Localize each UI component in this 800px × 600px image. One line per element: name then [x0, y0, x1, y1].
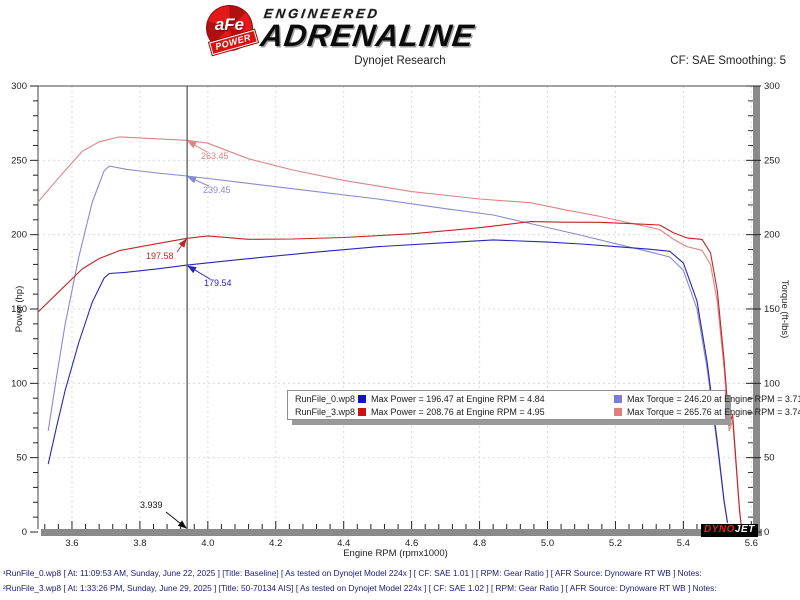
run-info-line: ¹RunFile_0.wp8 [ At: 11:09:53 AM, Sunday…: [3, 568, 702, 578]
runfile-3-wp8-power-curve: [37, 221, 742, 525]
power-tick-label: 250: [11, 155, 27, 166]
run-info-footer: ¹RunFile_0.wp8 [ At: 11:09:53 AM, Sunday…: [3, 566, 717, 596]
power-tick-label: 300: [11, 81, 27, 92]
cursor-value-power-run3: 197.58: [146, 251, 174, 261]
x-axis-title: Engine RPM (rpmx1000): [343, 548, 448, 559]
runfile-0-wp8-torque-curve: [47, 165, 729, 524]
dynojet-watermark: DYNOJET: [701, 524, 758, 537]
cursor-value-power-run0: 179.54: [204, 278, 232, 288]
legend-run-name: RunFile_0.wp8: [295, 393, 356, 404]
torque-axis-title: Torque (ft-lbs): [779, 280, 790, 339]
run-info-line: ²RunFile_3.wp8 [ At: 1:33:26 PM, Sunday,…: [3, 583, 717, 593]
legend-row: RunFile_3.wp8 Max Power = 208.76 at Engi…: [288, 405, 800, 418]
logo-wordmark: ENGINEERED ADRENALINE: [258, 6, 478, 53]
callout-arrow: [187, 176, 210, 187]
x-tick-label: 4.0: [201, 538, 214, 549]
dynojet-jet-text: JET: [734, 524, 755, 535]
torque-swatch-icon: [614, 394, 622, 403]
x-tick-label: 3.8: [133, 538, 146, 549]
power-tick-label: 0: [22, 527, 27, 538]
power-tick-label: 200: [11, 230, 27, 241]
torque-tick-label: 100: [764, 378, 780, 389]
power-tick-label: 100: [11, 378, 27, 389]
legend-max-torque: Max Torque = 265.76 at Engine RPM = 3.74: [627, 406, 800, 417]
x-tick-label: 4.2: [269, 538, 282, 549]
torque-tick-label: 0: [764, 527, 769, 538]
callout-arrow: [176, 238, 187, 253]
power-tick-label: 150: [11, 304, 27, 315]
legend-row: RunFile_0.wp8 Max Power = 196.47 at Engi…: [288, 392, 800, 405]
dynojet-dyno-text: DYNO: [704, 524, 735, 535]
callout-arrow: [187, 140, 208, 153]
x-tick-label: 4.6: [405, 538, 418, 549]
legend-max-torque: Max Torque = 246.20 at Engine RPM = 3.71: [627, 393, 800, 404]
x-axis-band: [41, 529, 762, 536]
afe-power-logo: aFe POWER ENGINEERED ADRENALINE: [204, 4, 478, 56]
callout-arrow: [187, 265, 211, 280]
power-axis-title: Power (hp): [14, 286, 25, 332]
torque-tick-label: 150: [764, 304, 780, 315]
cursor-rpm-label: 3.939: [140, 500, 163, 510]
legend-run-name: RunFile_3.wp8: [295, 406, 356, 417]
cursor-axis-arrow: [165, 511, 187, 529]
power-swatch-icon: [358, 394, 366, 403]
torque-tick-label: 250: [764, 155, 780, 166]
x-tick-label: 4.8: [473, 538, 486, 549]
x-tick-label: 5.0: [541, 538, 554, 549]
x-tick-label: 5.4: [677, 538, 690, 549]
torque-tick-label: 300: [764, 81, 780, 92]
torque-tick-label: 50: [764, 453, 775, 464]
x-tick-label: 4.4: [337, 538, 350, 549]
cursor-value-torque-run3: 263.45: [201, 151, 229, 161]
torque-swatch-icon: [614, 407, 622, 416]
runfile-0-wp8-power-curve: [47, 239, 729, 523]
cf-smoothing-label: CF: SAE Smoothing: 5: [670, 55, 786, 67]
power-tick-label: 50: [16, 453, 27, 464]
torque-tick-label: 200: [764, 230, 780, 241]
legend-max-power: Max Power = 208.76 at Engine RPM = 4.95: [371, 406, 545, 417]
legend-max-power: Max Power = 196.47 at Engine RPM = 4.84: [371, 393, 545, 404]
afe-logo-text: aFe: [214, 15, 245, 34]
legend-box[interactable]: RunFile_0.wp8 Max Power = 196.47 at Engi…: [287, 390, 800, 420]
x-tick-label: 5.6: [745, 538, 758, 549]
x-tick-label: 5.2: [609, 538, 622, 549]
cursor-value-torque-run0: 239.45: [203, 185, 231, 195]
logo-adrenaline-text: ADRENALINE: [258, 18, 477, 53]
right-axis-band: [753, 86, 760, 536]
page-title: Dynojet Research: [354, 55, 446, 67]
runfile-3-wp8-torque-curve: [37, 136, 742, 525]
afe-logo-circle-icon: aFe POWER: [204, 4, 258, 56]
power-swatch-icon: [358, 407, 366, 416]
x-tick-label: 3.6: [65, 538, 78, 549]
